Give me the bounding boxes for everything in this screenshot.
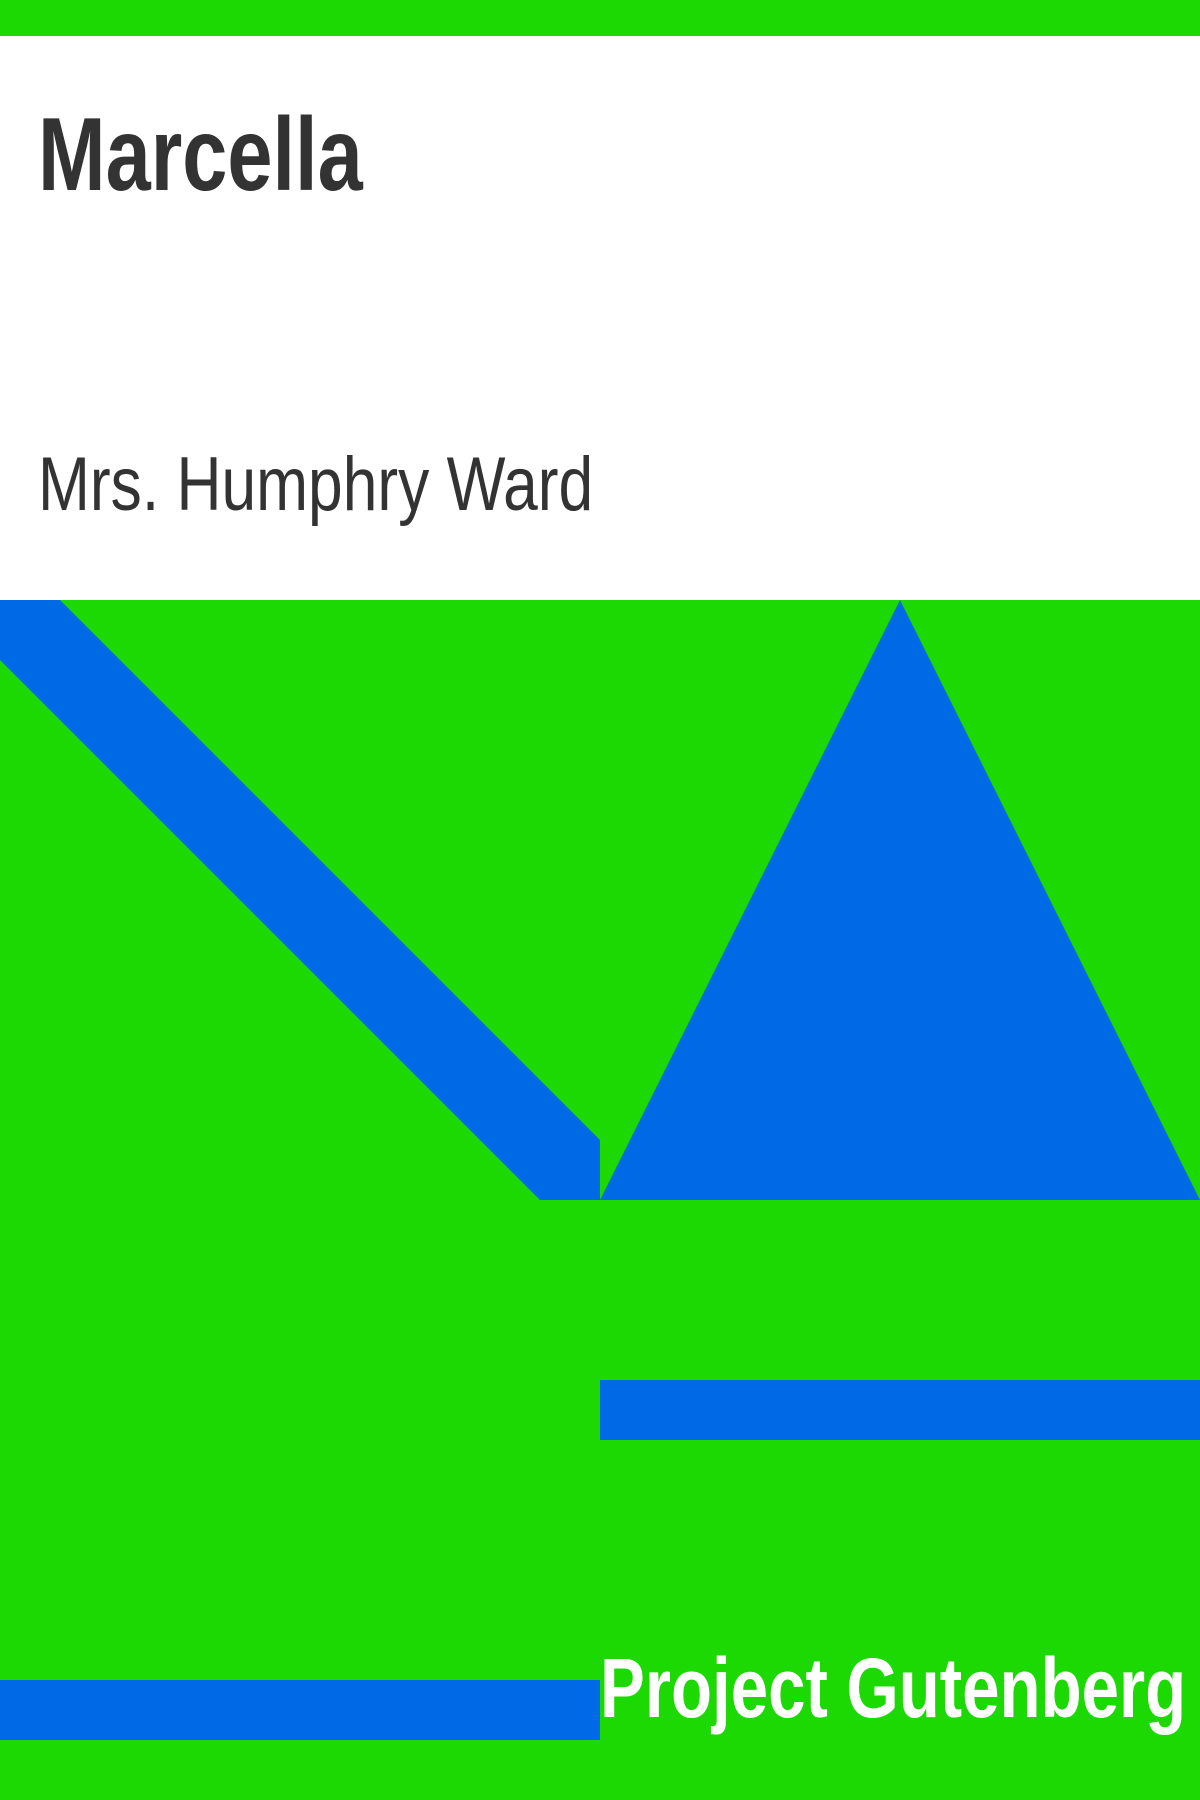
right-bar-shape <box>600 1380 1200 1440</box>
publisher-label: Project Gutenberg <box>600 1641 1187 1735</box>
title-panel <box>0 36 1200 600</box>
book-author: Mrs. Humphry Ward <box>38 442 594 527</box>
triangle-shape <box>600 600 1200 1200</box>
diagonal-band-shape <box>0 600 600 1200</box>
bottom-left-bar-shape <box>0 1680 600 1740</box>
book-title: Marcella <box>38 97 363 213</box>
